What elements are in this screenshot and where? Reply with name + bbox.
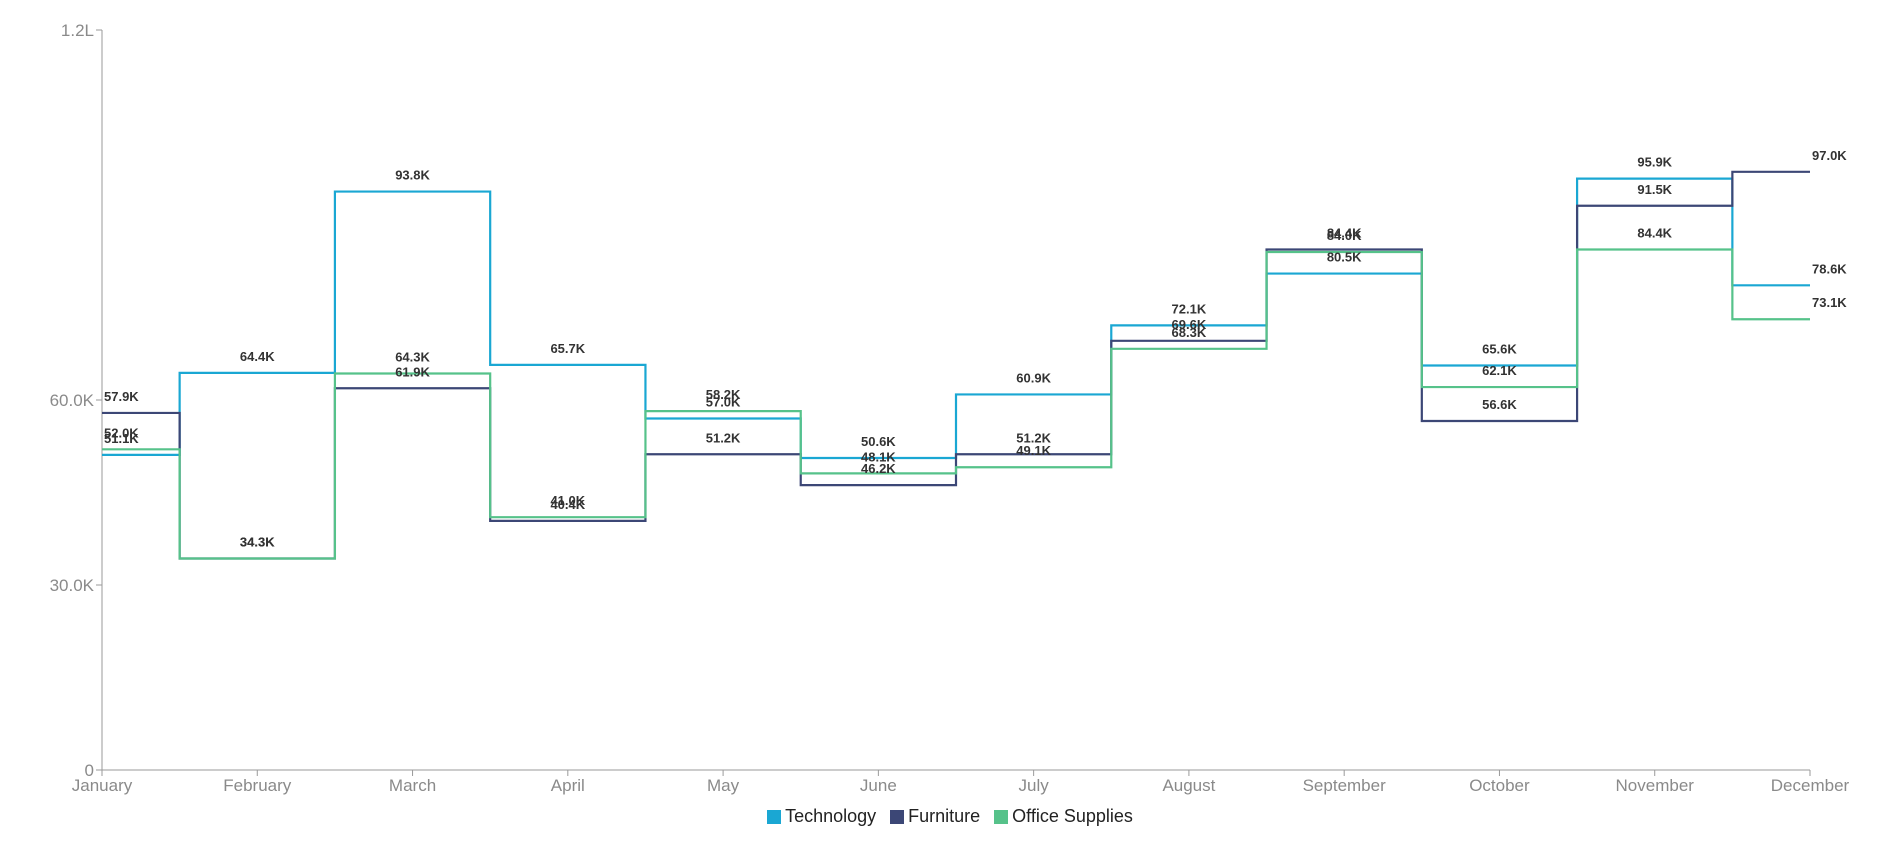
data-label-furniture: 51.2K xyxy=(1016,430,1051,445)
data-label-office-supplies: 84.0K xyxy=(1327,228,1362,243)
data-label-technology: 65.7K xyxy=(550,341,585,356)
data-label-furniture: 91.5K xyxy=(1637,182,1672,197)
legend-swatch xyxy=(890,809,905,824)
data-label-office-supplies: 73.1K xyxy=(1812,295,1847,310)
data-label-technology: 72.1K xyxy=(1172,301,1207,316)
data-label-office-supplies: 49.1K xyxy=(1016,443,1051,458)
x-tick-label: June xyxy=(860,776,897,795)
data-label-furniture: 97.0K xyxy=(1812,148,1847,163)
data-label-technology: 78.6K xyxy=(1812,261,1847,276)
data-label-office-supplies: 58.2K xyxy=(706,387,741,402)
legend-item-furniture[interactable]: Furniture xyxy=(890,806,980,827)
data-label-office-supplies: 68.3K xyxy=(1172,325,1207,340)
axes: 0 30.0K 60.0K 1.2L January February March April… xyxy=(50,21,1850,795)
y-tick-label: 60.0K xyxy=(50,391,95,410)
data-label-technology: 50.6K xyxy=(861,434,896,449)
data-label-technology: 65.6K xyxy=(1482,341,1517,356)
y-tick-label: 0 xyxy=(85,761,94,780)
x-tick-label: March xyxy=(389,776,436,795)
data-label-furniture: 40.4K xyxy=(550,497,585,512)
x-tick-label: August xyxy=(1162,776,1215,795)
series-line-technology xyxy=(102,177,1810,460)
legend-item-office-supplies[interactable]: Office Supplies xyxy=(994,806,1133,827)
legend-label: Technology xyxy=(785,806,877,826)
x-tick-label: May xyxy=(707,776,740,795)
data-label-furniture: 56.6K xyxy=(1482,397,1517,412)
x-tick-label: January xyxy=(72,776,133,795)
data-label-office-supplies: 84.4K xyxy=(1637,226,1672,241)
data-label-technology: 57.0K xyxy=(706,395,741,410)
data-label-office-supplies: 52.0K xyxy=(104,425,139,440)
y-tick-label: 1.2L xyxy=(61,21,94,40)
data-label-office-supplies: 34.3K xyxy=(240,534,275,549)
x-tick-label: December xyxy=(1771,776,1850,795)
data-label-furniture: 61.9K xyxy=(395,364,430,379)
data-label-furniture: 46.2K xyxy=(861,461,896,476)
data-label-technology: 95.9K xyxy=(1637,155,1672,170)
data-label-furniture: 57.9K xyxy=(104,389,139,404)
x-tick-label: October xyxy=(1469,776,1530,795)
legend: Technology Furniture Office Supplies xyxy=(0,806,1900,827)
legend-item-technology[interactable]: Technology xyxy=(767,806,876,827)
x-tick-label: November xyxy=(1616,776,1695,795)
data-label-furniture: 69.6K xyxy=(1172,317,1207,332)
legend-label: Office Supplies xyxy=(1012,806,1133,826)
x-tick-label: February xyxy=(223,776,292,795)
data-label-technology: 80.5K xyxy=(1327,250,1362,265)
data-label-office-supplies: 48.1K xyxy=(861,449,896,464)
y-tick-label: 30.0K xyxy=(50,576,95,595)
data-label-office-supplies: 41.0K xyxy=(550,493,585,508)
x-tick-label: September xyxy=(1303,776,1386,795)
data-label-office-supplies: 62.1K xyxy=(1482,363,1517,378)
data-labels: 51.1K 64.4K 93.8K 65.7K 57.0K 50.6K 60.9K 72.1K… xyxy=(104,148,1847,550)
legend-swatch xyxy=(767,809,782,824)
data-label-technology: 93.8K xyxy=(395,168,430,183)
x-tick-label: April xyxy=(551,776,585,795)
legend-label: Furniture xyxy=(908,806,981,826)
series-layer xyxy=(102,170,1810,560)
data-label-technology: 51.1K xyxy=(104,431,139,446)
data-label-technology: 64.4K xyxy=(240,349,275,364)
data-label-office-supplies: 64.3K xyxy=(395,349,430,364)
data-label-furniture: 34.3K xyxy=(240,534,275,549)
series-line-office-supplies xyxy=(102,248,1810,560)
data-label-technology: 60.9K xyxy=(1016,370,1051,385)
data-label-furniture: 51.2K xyxy=(706,430,741,445)
x-tick-label: July xyxy=(1019,776,1050,795)
legend-swatch xyxy=(994,809,1009,824)
data-label-furniture: 84.4K xyxy=(1327,226,1362,241)
